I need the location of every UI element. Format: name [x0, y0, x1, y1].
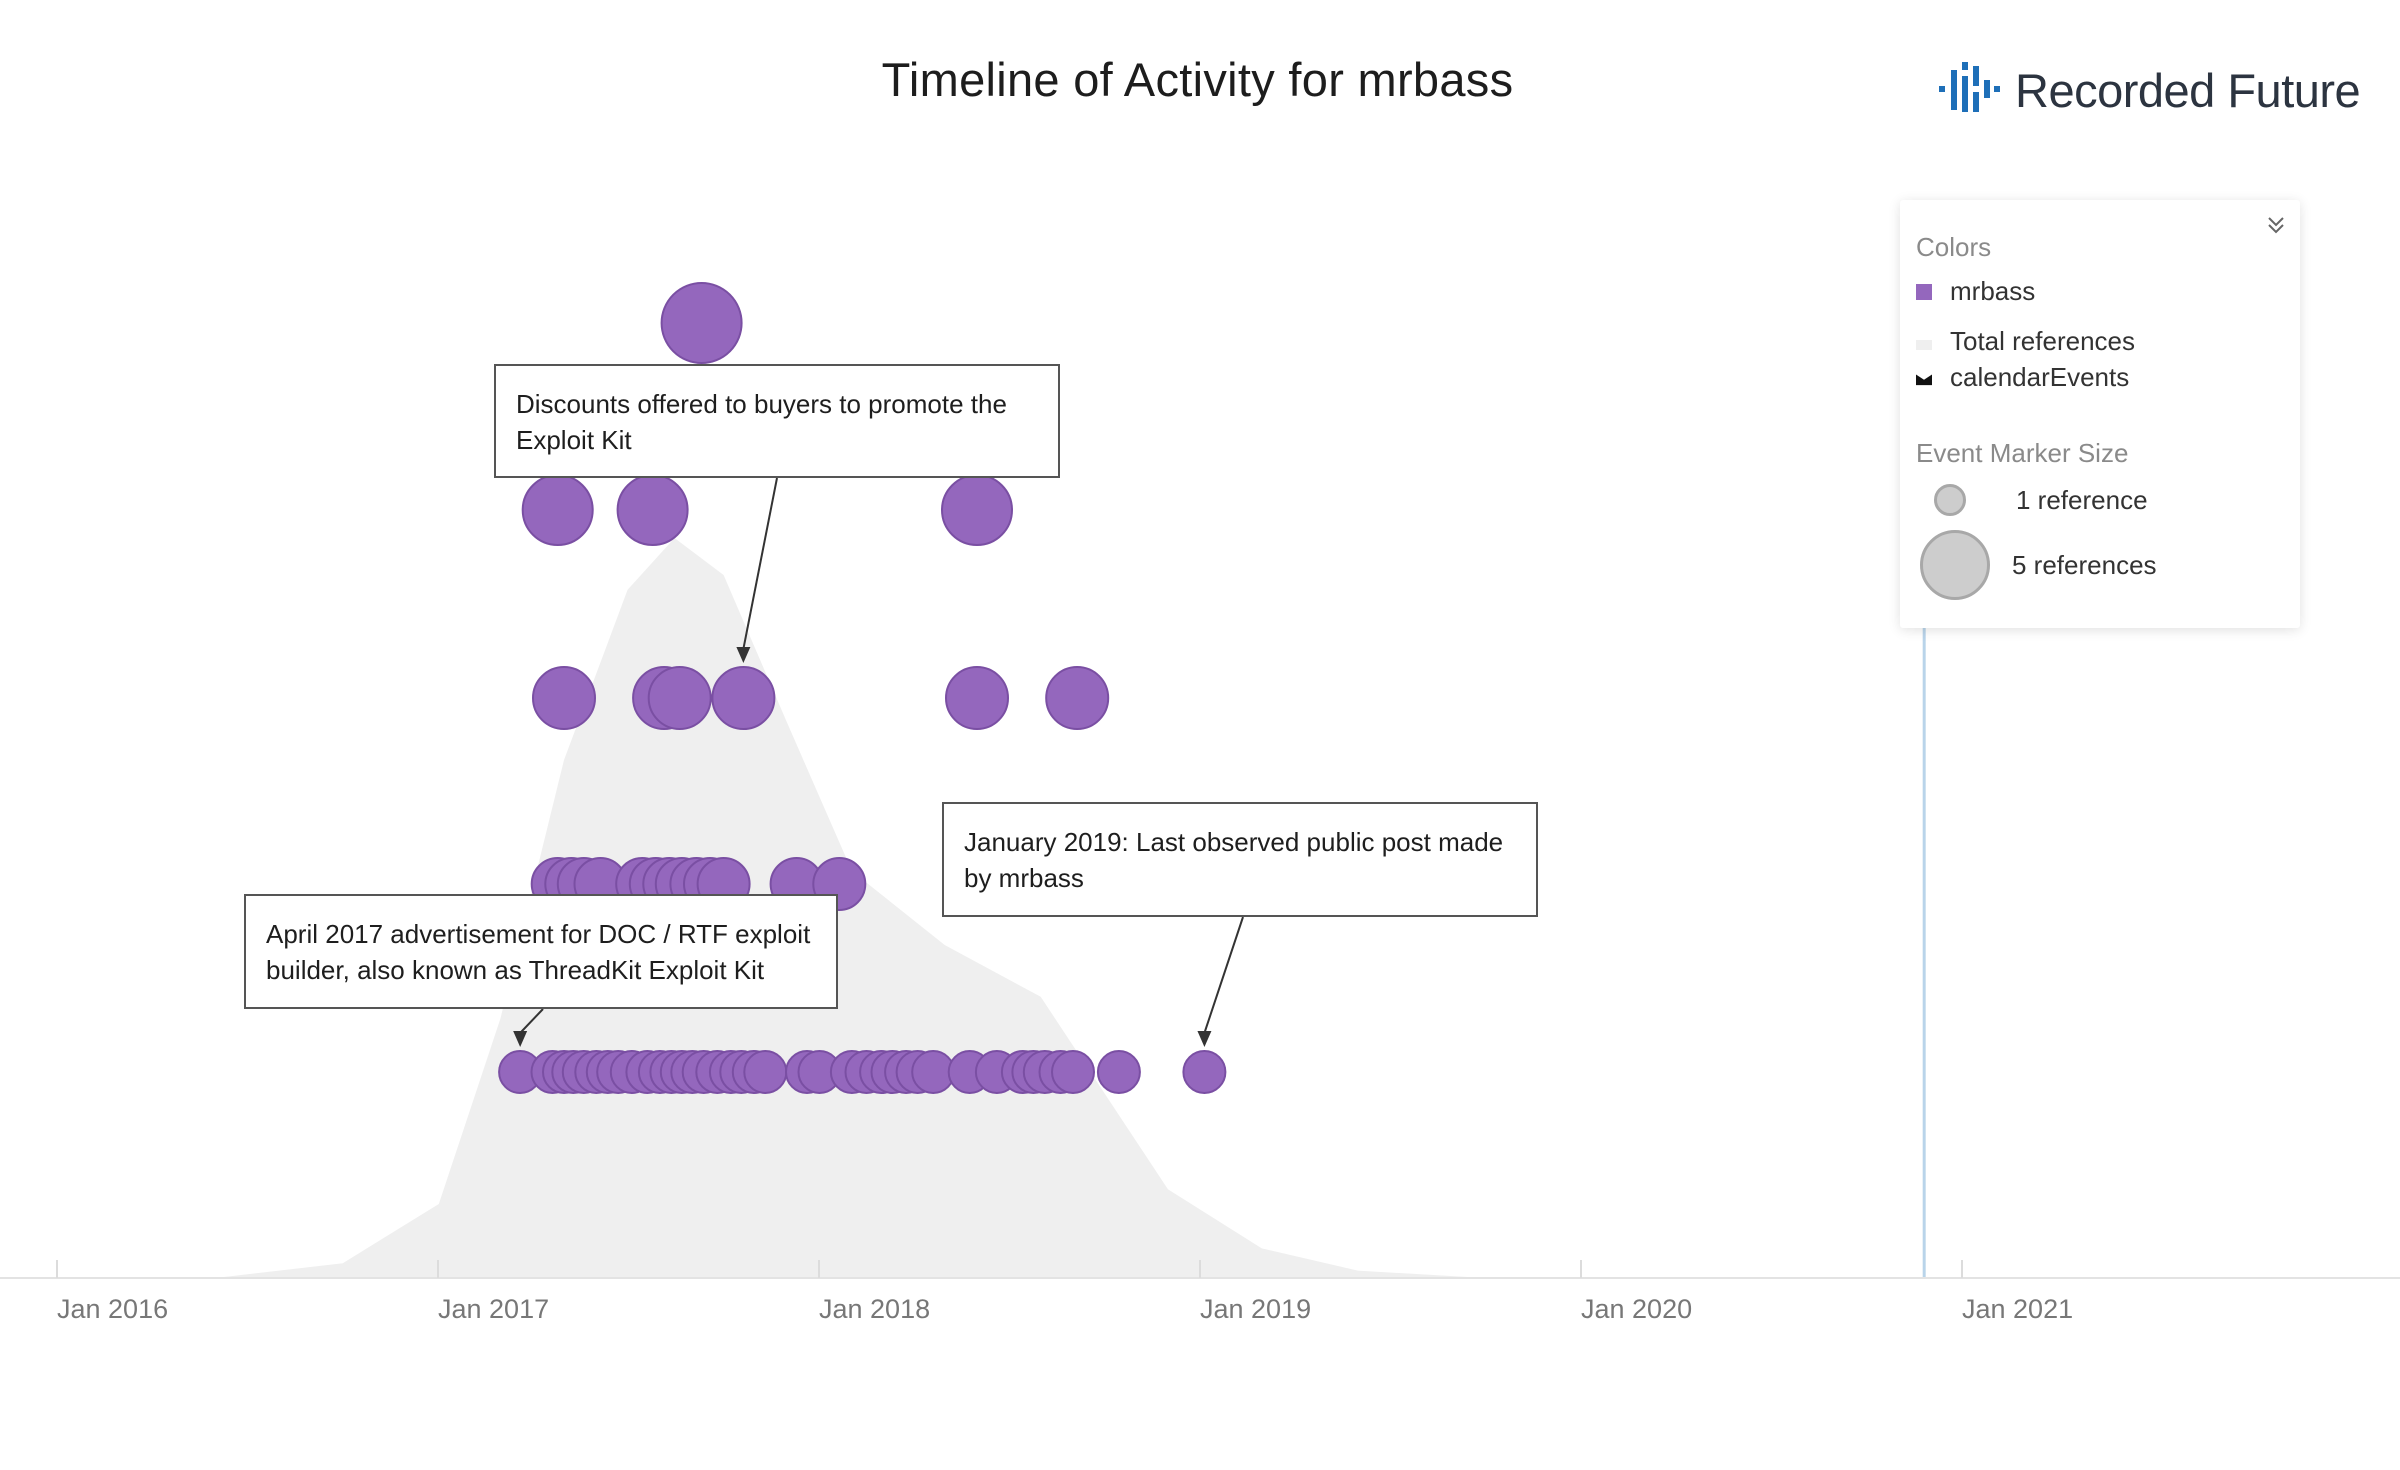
recorded-future-logo-icon — [1939, 62, 2000, 112]
legend-size-large-label: 5 references — [2012, 549, 2157, 580]
legend-label-calendar-events: calendarEvents — [1950, 362, 2130, 392]
annotation-discounts: Discounts offered to buyers to promote t… — [494, 364, 1060, 478]
legend-size-large: 5 references — [1920, 530, 2157, 600]
event-marker[interactable] — [1182, 1050, 1227, 1094]
legend-label-total-references: Total references — [1950, 326, 2135, 356]
chart-title: Timeline of Activity for mrbass — [881, 53, 1514, 106]
event-marker[interactable] — [743, 1050, 788, 1094]
event-marker[interactable] — [521, 474, 594, 546]
annotation-arrow-head — [736, 647, 751, 663]
event-marker[interactable] — [616, 474, 689, 546]
chevron-double-down-icon[interactable] — [2262, 214, 2290, 242]
event-marker[interactable] — [647, 666, 712, 730]
event-marker[interactable] — [1096, 1050, 1141, 1094]
recorded-future-logo: Recorded Future — [1935, 58, 2361, 122]
legend-item-mrbass[interactable]: mrbass — [1916, 276, 2035, 307]
calendar-events-icon — [1916, 373, 1932, 385]
x-tick-label: Jan 2016 — [57, 1294, 168, 1324]
legend-swatch-total-references — [1916, 339, 1932, 350]
legend-item-total-references[interactable]: Total references — [1916, 326, 2135, 357]
x-axis-ticks: Jan 2016 Jan 2017 Jan 2018 Jan 2019 Jan 2020… — [56, 1260, 2073, 1324]
legend-size-small-label: 1 reference — [2016, 484, 2148, 515]
event-marker[interactable] — [660, 282, 743, 364]
event-marker[interactable] — [945, 666, 1009, 730]
annotation-arrow-line — [1203, 916, 1244, 1034]
small-marker-icon — [1934, 484, 1966, 516]
annotation-discounts-text: Discounts offered to buyers to promote t… — [516, 389, 1007, 455]
event-marker[interactable] — [941, 474, 1013, 546]
annotation-arrow-head — [1197, 1031, 1212, 1047]
annotation-last-post: January 2019: Last observed public post … — [942, 802, 1538, 917]
legend-swatch-mrbass — [1916, 283, 1932, 300]
x-tick-label: Jan 2017 — [438, 1294, 549, 1324]
event-marker[interactable] — [1051, 1050, 1095, 1094]
legend-size-heading: Event Marker Size — [1916, 438, 2129, 468]
event-marker[interactable] — [711, 666, 776, 730]
annotation-threadkit-ad: April 2017 advertisement for DOC / RTF e… — [244, 894, 838, 1009]
brand-name: Recorded Future — [2015, 63, 2361, 117]
x-tick-label: Jan 2021 — [1962, 1294, 2073, 1324]
annotation-arrows — [513, 477, 1244, 1047]
legend-item-calendar-events[interactable]: calendarEvents — [1916, 362, 2129, 393]
event-marker[interactable] — [1045, 666, 1110, 730]
large-marker-icon — [1920, 530, 1990, 600]
event-marker[interactable] — [532, 666, 596, 730]
annotation-last-post-text: January 2019: Last observed public post … — [964, 827, 1504, 893]
legend-size-small: 1 reference — [1924, 484, 2148, 516]
legend-colors-heading: Colors — [1916, 232, 1992, 262]
annotation-arrow-line — [742, 477, 778, 650]
x-tick-label: Jan 2018 — [819, 1294, 930, 1324]
legend-label-mrbass: mrbass — [1950, 276, 2036, 306]
annotation-threadkit-ad-text: April 2017 advertisement for DOC / RTF e… — [266, 919, 811, 985]
x-tick-label: Jan 2020 — [1581, 1294, 1692, 1324]
x-tick-label: Jan 2019 — [1200, 1294, 1311, 1324]
annotation-arrow-line — [519, 1008, 544, 1034]
annotation-arrow-head — [513, 1031, 528, 1047]
legend: Colors mrbass Total references calendarE… — [1900, 200, 2300, 628]
